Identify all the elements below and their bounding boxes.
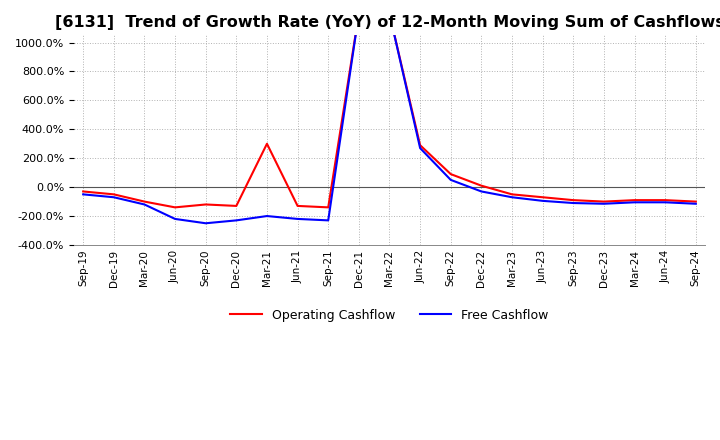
Operating Cashflow <box>140 199 149 204</box>
Operating Cashflow <box>630 198 639 203</box>
Free Cashflow <box>232 218 240 223</box>
Operating Cashflow <box>600 199 608 204</box>
Free Cashflow <box>569 200 577 205</box>
Free Cashflow <box>661 200 670 205</box>
Legend: Operating Cashflow, Free Cashflow: Operating Cashflow, Free Cashflow <box>225 304 554 327</box>
Line: Free Cashflow: Free Cashflow <box>84 14 696 223</box>
Operating Cashflow <box>539 194 547 200</box>
Line: Operating Cashflow: Operating Cashflow <box>84 14 696 207</box>
Operating Cashflow <box>202 202 210 207</box>
Free Cashflow <box>140 202 149 207</box>
Operating Cashflow <box>263 141 271 147</box>
Free Cashflow <box>109 194 118 200</box>
Operating Cashflow <box>171 205 179 210</box>
Free Cashflow <box>691 201 700 206</box>
Operating Cashflow <box>109 192 118 197</box>
Free Cashflow <box>385 11 394 16</box>
Operating Cashflow <box>354 11 363 16</box>
Free Cashflow <box>293 216 302 222</box>
Operating Cashflow <box>293 203 302 209</box>
Operating Cashflow <box>508 192 516 197</box>
Operating Cashflow <box>385 11 394 16</box>
Free Cashflow <box>539 198 547 204</box>
Operating Cashflow <box>324 205 333 210</box>
Free Cashflow <box>446 177 455 183</box>
Free Cashflow <box>477 189 486 194</box>
Operating Cashflow <box>691 199 700 204</box>
Free Cashflow <box>354 11 363 16</box>
Operating Cashflow <box>661 198 670 203</box>
Free Cashflow <box>630 200 639 205</box>
Operating Cashflow <box>477 183 486 188</box>
Free Cashflow <box>171 216 179 222</box>
Free Cashflow <box>79 192 88 197</box>
Free Cashflow <box>415 146 424 151</box>
Title: [6131]  Trend of Growth Rate (YoY) of 12-Month Moving Sum of Cashflows: [6131] Trend of Growth Rate (YoY) of 12-… <box>55 15 720 30</box>
Free Cashflow <box>324 218 333 223</box>
Operating Cashflow <box>232 203 240 209</box>
Free Cashflow <box>263 213 271 219</box>
Operating Cashflow <box>446 172 455 177</box>
Free Cashflow <box>508 194 516 200</box>
Operating Cashflow <box>415 143 424 148</box>
Free Cashflow <box>600 201 608 206</box>
Free Cashflow <box>202 220 210 226</box>
Operating Cashflow <box>569 198 577 203</box>
Operating Cashflow <box>79 189 88 194</box>
